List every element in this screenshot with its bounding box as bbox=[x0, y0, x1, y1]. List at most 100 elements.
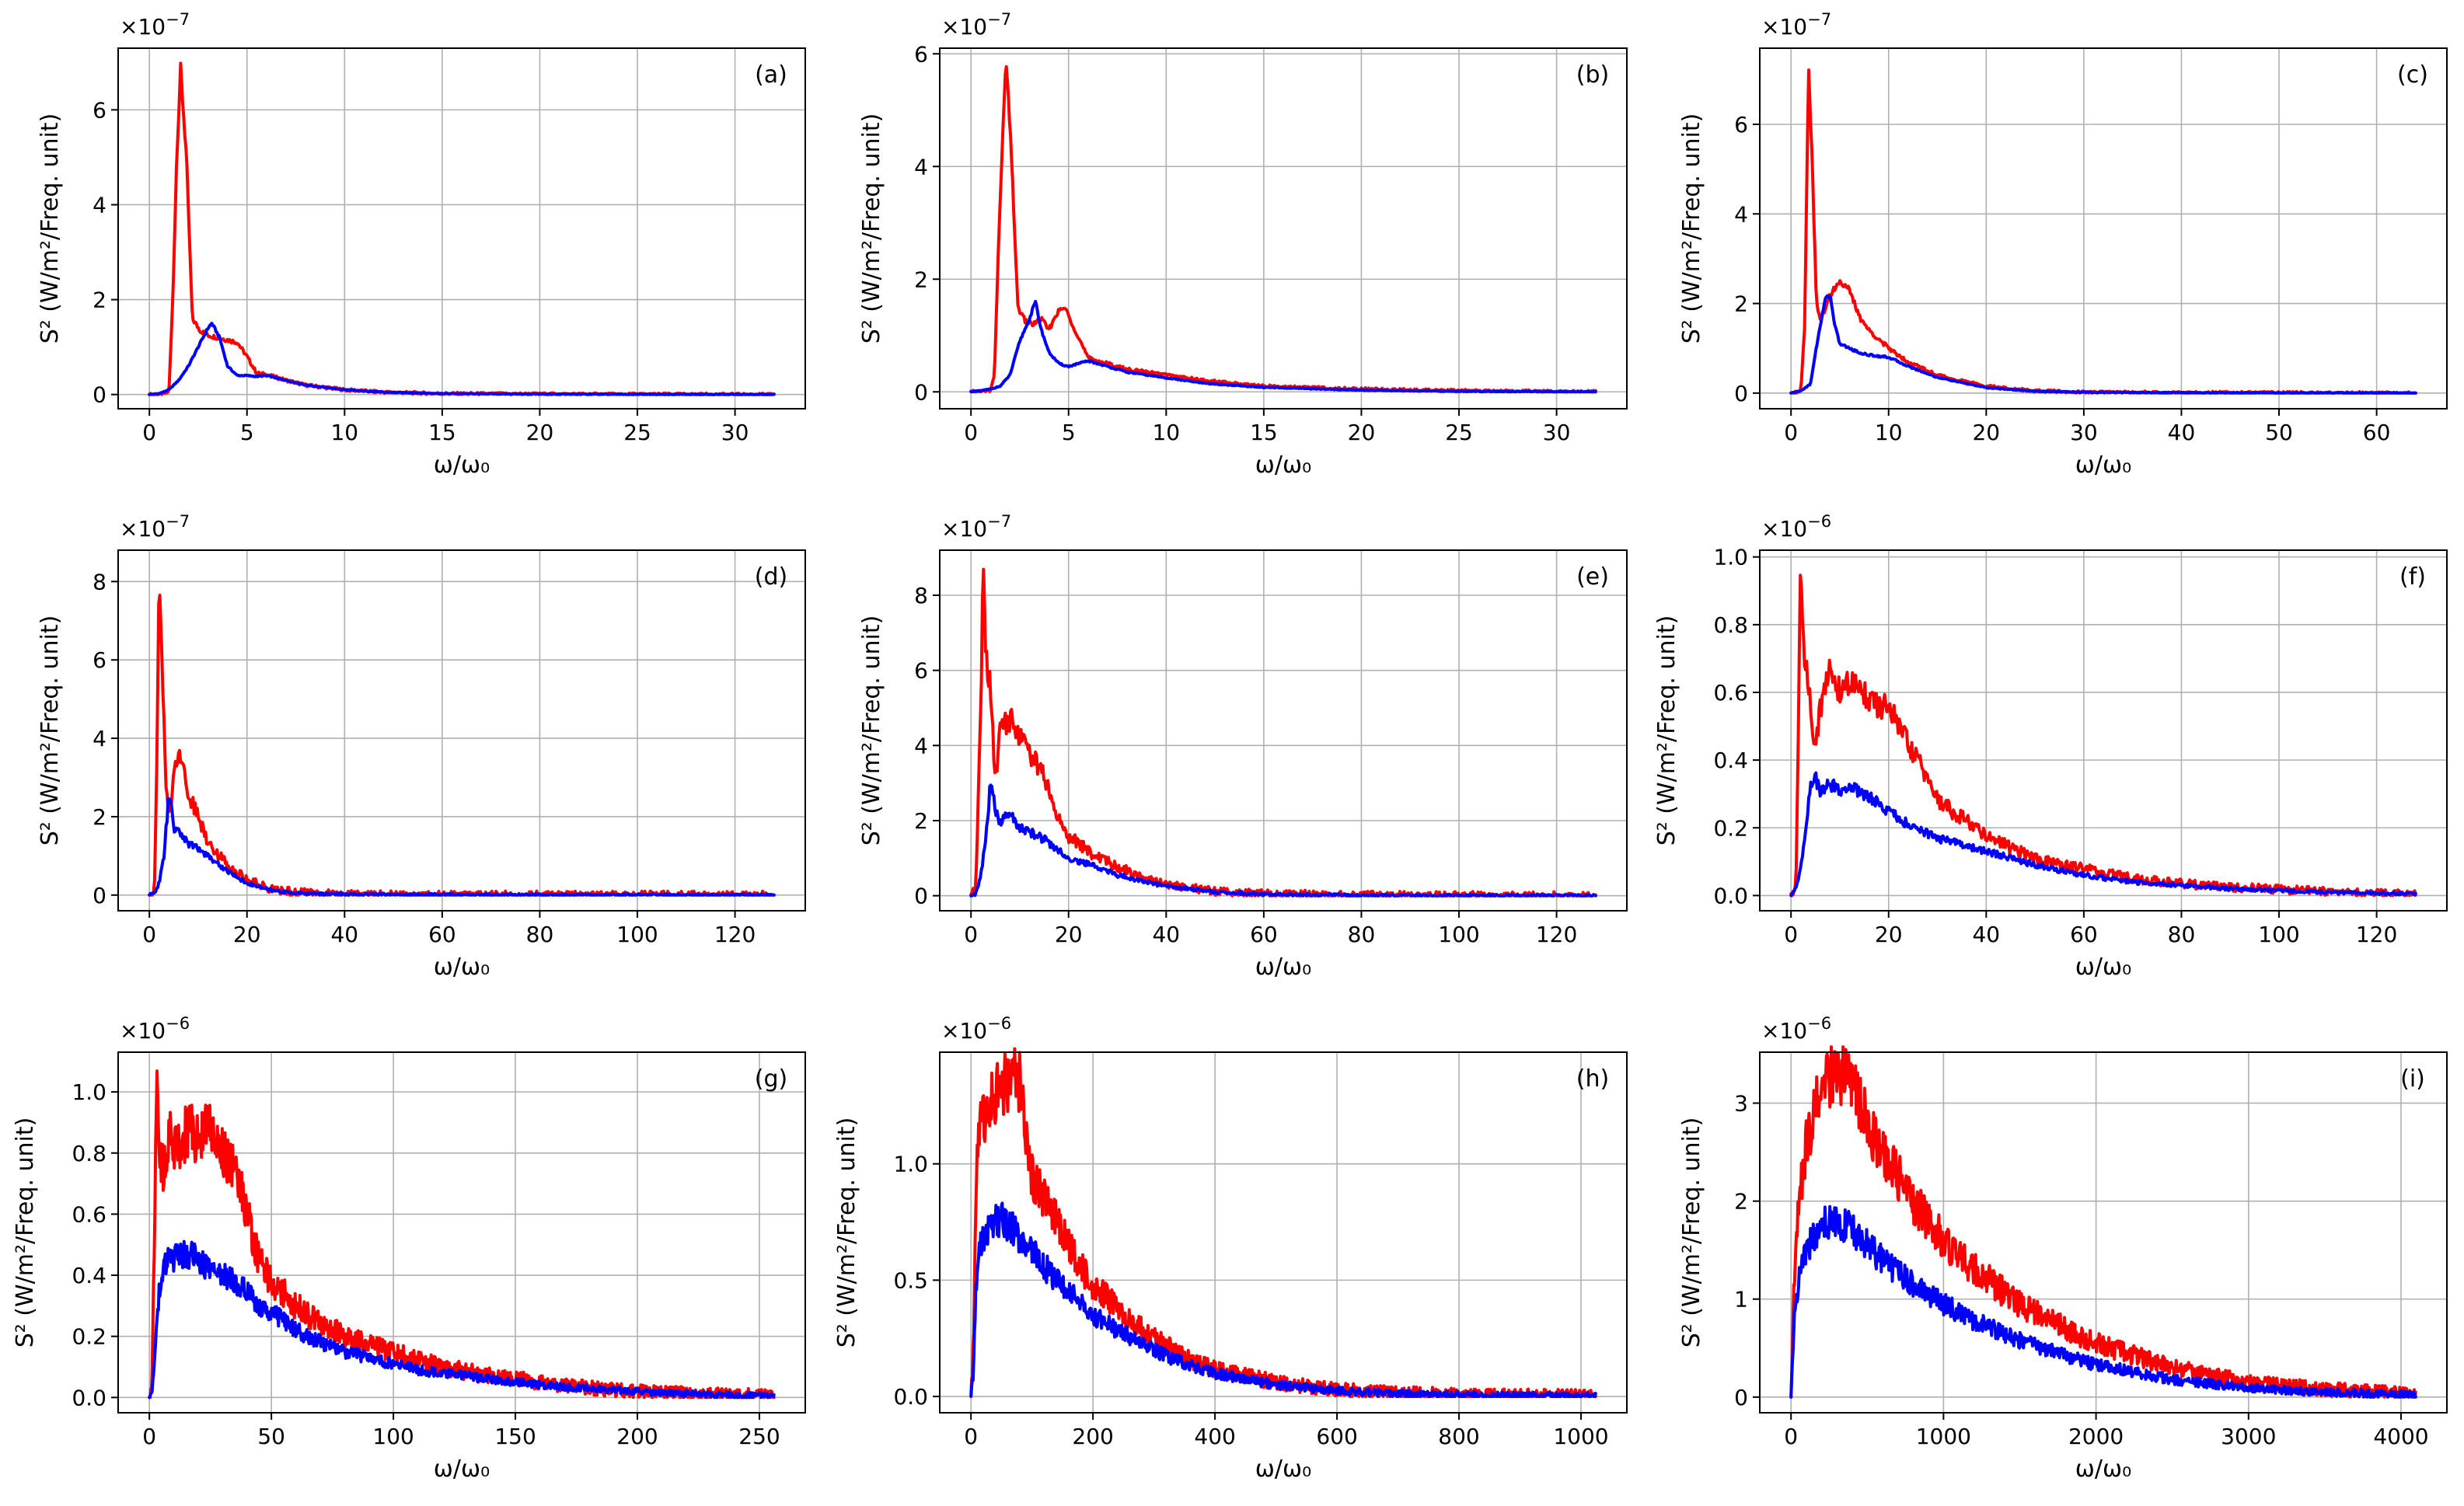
x-tick-label: 100 bbox=[372, 1424, 414, 1449]
series-line-red bbox=[1789, 1045, 2417, 1399]
scale-factor-label: ×10−7 bbox=[120, 512, 190, 542]
y-tick-label: 2 bbox=[914, 267, 928, 292]
series-line-red bbox=[969, 567, 1597, 898]
y-tick-label: 0 bbox=[914, 884, 928, 909]
y-axis-label: S² (W/m²/Freq. unit) bbox=[12, 1117, 39, 1348]
x-tick-label: 80 bbox=[526, 922, 554, 947]
y-tick-label: 0 bbox=[1734, 381, 1748, 406]
panel-label: (b) bbox=[1576, 61, 1609, 89]
panel-h: 0 200 400 600 800 1000 0.0 0.5 1.0 ×10−6 ω/ω₀ S² (W… bbox=[833, 1014, 1628, 1483]
y-axis-label: S² (W/m²/Freq. unit) bbox=[833, 1117, 860, 1348]
scale-factor-label: ×10−7 bbox=[1761, 10, 1831, 40]
scale-factor-label: ×10−6 bbox=[1761, 1014, 1831, 1044]
panel-label: (e) bbox=[1576, 563, 1609, 591]
scale-factor-label: ×10−6 bbox=[941, 1014, 1011, 1044]
y-tick-label: 0.0 bbox=[72, 1385, 106, 1410]
x-axis-label: ω/ω₀ bbox=[1255, 953, 1311, 981]
y-tick-label: 0 bbox=[92, 883, 106, 908]
x-tick-label: 0 bbox=[1784, 1424, 1798, 1449]
series-line-blue bbox=[969, 1201, 1597, 1398]
panel-e: 0 20 40 60 80 100 120 0 2 4 6 8 ×10−7 ω/ω₀ S² (W/m²/Fr… bbox=[858, 512, 1628, 981]
x-tick-label: 30 bbox=[721, 420, 749, 445]
panel-label: (i) bbox=[2400, 1065, 2425, 1093]
panel-label: (f) bbox=[2399, 563, 2426, 591]
y-tick-label: 0.6 bbox=[72, 1201, 106, 1227]
y-tick-label: 0.8 bbox=[1713, 612, 1748, 638]
x-tick-label: 200 bbox=[1072, 1424, 1113, 1449]
x-tick-label: 50 bbox=[257, 1424, 285, 1449]
y-tick-label: 0.4 bbox=[72, 1263, 106, 1288]
panel-b: 0 5 10 15 20 25 30 0 2 4 6 ×10−7 ω/ω₀ S² (W/m²/Freq. … bbox=[858, 10, 1628, 479]
series-line-blue bbox=[969, 783, 1597, 898]
y-tick-label: 3 bbox=[1734, 1091, 1748, 1117]
x-tick-label: 30 bbox=[2070, 420, 2098, 445]
series-line-red bbox=[148, 61, 776, 396]
x-tick-label: 150 bbox=[494, 1424, 536, 1449]
x-tick-label: 40 bbox=[2168, 420, 2196, 445]
y-tick-label: 0.8 bbox=[72, 1141, 106, 1166]
y-axis-label: S² (W/m²/Freq. unit) bbox=[858, 113, 885, 344]
plot-frame bbox=[939, 47, 1628, 410]
plot-frame bbox=[1759, 1051, 2448, 1414]
x-tick-label: 1000 bbox=[1553, 1424, 1608, 1449]
x-tick-label: 20 bbox=[1875, 922, 1903, 947]
x-tick-label: 120 bbox=[714, 922, 756, 947]
series-line-blue bbox=[148, 1239, 776, 1400]
y-axis-label: S² (W/m²/Freq. unit) bbox=[1678, 1117, 1705, 1348]
x-axis-label: ω/ω₀ bbox=[2075, 451, 2131, 479]
x-tick-label: 10 bbox=[1152, 420, 1180, 445]
y-tick-label: 4 bbox=[914, 154, 928, 180]
scale-factor-label: ×10−7 bbox=[941, 512, 1011, 542]
plot-frame bbox=[117, 1051, 806, 1414]
y-tick-label: 0.6 bbox=[1713, 680, 1748, 706]
x-tick-label: 0 bbox=[964, 1424, 978, 1449]
x-axis-label: ω/ω₀ bbox=[2075, 1455, 2131, 1483]
series-line-blue bbox=[1789, 294, 2417, 395]
scale-factor-label: ×10−7 bbox=[941, 10, 1011, 40]
y-tick-label: 2 bbox=[914, 808, 928, 834]
x-tick-label: 100 bbox=[616, 922, 658, 947]
x-tick-label: 40 bbox=[1152, 922, 1180, 947]
x-tick-label: 600 bbox=[1316, 1424, 1357, 1449]
series-line-red bbox=[969, 1047, 1597, 1398]
x-tick-label: 0 bbox=[1784, 420, 1798, 445]
x-tick-label: 10 bbox=[330, 420, 358, 445]
x-tick-label: 60 bbox=[2070, 922, 2098, 947]
x-tick-label: 200 bbox=[616, 1424, 658, 1449]
series-line-red bbox=[1789, 68, 2417, 395]
x-tick-label: 400 bbox=[1194, 1424, 1235, 1449]
x-tick-label: 80 bbox=[1348, 922, 1376, 947]
x-axis-label: ω/ω₀ bbox=[1255, 1455, 1311, 1483]
series-line-blue bbox=[1789, 771, 2417, 898]
x-axis-label: ω/ω₀ bbox=[2075, 953, 2131, 981]
x-axis-label: ω/ω₀ bbox=[434, 1455, 490, 1483]
panel-g: 0 50 100 150 200 250 0.0 0.2 0.4 0.6 0.8 1.0 ×10−6 ω/… bbox=[12, 1014, 806, 1483]
plot-frame bbox=[117, 549, 806, 912]
x-tick-label: 4000 bbox=[2373, 1424, 2428, 1449]
x-tick-label: 0 bbox=[1784, 922, 1798, 947]
x-tick-label: 50 bbox=[2265, 420, 2293, 445]
x-axis-label: ω/ω₀ bbox=[1255, 451, 1311, 479]
x-axis-label: ω/ω₀ bbox=[434, 451, 490, 479]
panel-label: (c) bbox=[2397, 61, 2428, 89]
y-tick-label: 2 bbox=[92, 288, 106, 313]
panel-i: 0 1000 2000 3000 4000 0 1 2 3 ×10−6 ω/ω₀ S² (W/m²/F… bbox=[1678, 1014, 2448, 1483]
panel-f: 0 20 40 60 80 100 120 0.0 0.2 0.4 0.6 0.8 1.0 ×10−6 ω/… bbox=[1653, 512, 2448, 981]
x-tick-label: 0 bbox=[142, 1424, 156, 1449]
y-tick-label: 1.0 bbox=[893, 1152, 928, 1177]
plot-frame bbox=[939, 1051, 1628, 1414]
y-tick-label: 1.0 bbox=[72, 1079, 106, 1105]
x-tick-label: 0 bbox=[964, 922, 978, 947]
x-tick-label: 60 bbox=[428, 922, 456, 947]
x-tick-label: 120 bbox=[2356, 922, 2397, 947]
y-tick-label: 6 bbox=[92, 647, 106, 673]
x-tick-label: 20 bbox=[1972, 420, 2000, 445]
y-tick-label: 2 bbox=[1734, 291, 1748, 317]
y-tick-label: 0.2 bbox=[1713, 815, 1748, 841]
panel-label: (d) bbox=[755, 563, 787, 591]
y-tick-label: 0 bbox=[1734, 1385, 1748, 1410]
y-axis-label: S² (W/m²/Freq. unit) bbox=[858, 615, 885, 846]
y-tick-label: 0.5 bbox=[893, 1267, 928, 1293]
y-axis-label: S² (W/m²/Freq. unit) bbox=[37, 113, 64, 344]
y-axis-label: S² (W/m²/Freq. unit) bbox=[1678, 113, 1705, 344]
